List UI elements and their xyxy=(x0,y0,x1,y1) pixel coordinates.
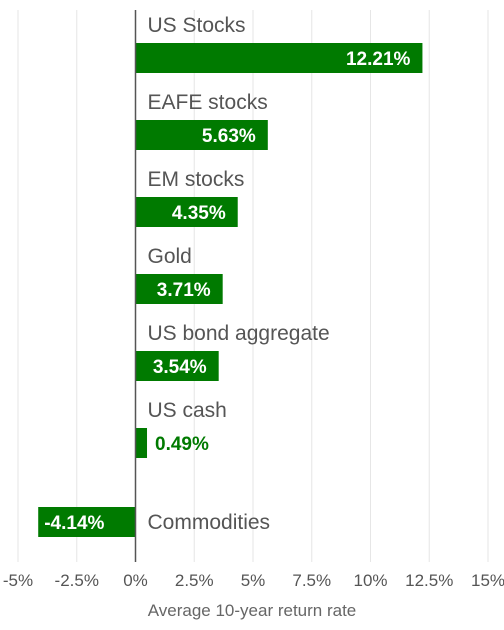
x-tick-labels: -5% -2.5% 0% 2.5% 5% 7.5% 10% 12.5% 15% xyxy=(3,571,504,590)
category-label: EM stocks xyxy=(148,168,245,191)
x-tick-label: 10% xyxy=(353,571,387,590)
x-tick-label: 0% xyxy=(123,571,148,590)
data-label: -4.14% xyxy=(44,513,104,534)
data-label: 12.21% xyxy=(346,49,411,70)
category-label: US Stocks xyxy=(148,14,246,37)
bar xyxy=(38,507,136,537)
data-label: 0.49% xyxy=(155,434,209,455)
bar xyxy=(135,428,148,458)
x-tick-label: 7.5% xyxy=(292,571,331,590)
bar xyxy=(135,274,223,304)
bar xyxy=(135,351,219,381)
data-label: 3.71% xyxy=(157,280,211,301)
bars xyxy=(38,10,423,562)
x-tick-label: 12.5% xyxy=(405,571,453,590)
category-label: US cash xyxy=(148,399,227,422)
x-axis-title: Average 10-year return rate xyxy=(148,601,357,620)
x-tick-label: -5% xyxy=(3,571,33,590)
category-label: EAFE stocks xyxy=(148,91,268,114)
category-label: US bond aggregate xyxy=(148,322,330,345)
x-tick-label: 2.5% xyxy=(175,571,214,590)
bar xyxy=(135,197,238,227)
category-labels: US Stocks EAFE stocks EM stocks Gold US bond… xyxy=(148,14,330,534)
data-label: 5.63% xyxy=(202,126,256,147)
x-tick-label: 15% xyxy=(471,571,504,590)
bar xyxy=(135,43,423,73)
category-label: Gold xyxy=(148,245,192,268)
data-label: 4.35% xyxy=(172,203,226,224)
bar xyxy=(135,120,268,150)
value-labels: 12.21% 5.63% 4.35% 3.71% 3.54% 0.49% -4.14% xyxy=(44,49,410,534)
category-label: Commodities xyxy=(148,511,271,534)
x-tick-label: -2.5% xyxy=(55,571,99,590)
data-label: 3.54% xyxy=(153,357,207,378)
x-tick-label: 5% xyxy=(241,571,266,590)
